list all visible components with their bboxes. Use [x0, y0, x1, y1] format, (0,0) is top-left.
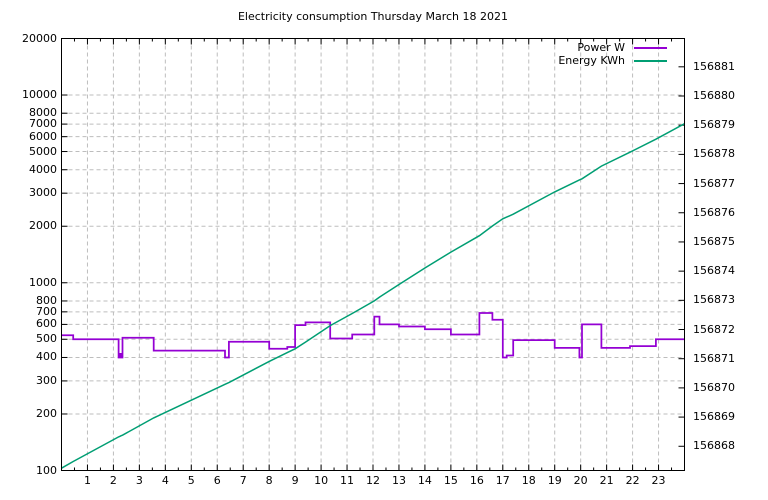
y2-tick-label: 156877	[693, 176, 735, 190]
y1-tick-label: 600	[36, 317, 57, 331]
y1-tick-label: 7000	[29, 117, 57, 131]
x-tick-label: 9	[291, 474, 299, 487]
x-tick-label: 15	[443, 474, 458, 487]
plot-border	[61, 38, 685, 471]
x-tick-label: 23	[651, 474, 666, 487]
x-tick-label: 19	[547, 474, 562, 487]
y1-tick-label: 5000	[29, 144, 57, 158]
x-tick-label: 12	[366, 474, 380, 487]
y1-tick-label: 400	[36, 350, 57, 364]
x-tick-label: 8	[265, 474, 273, 487]
y2-tick-label: 156880	[693, 89, 735, 102]
y1-tick-label: 6000	[29, 129, 57, 143]
x-tick-label: 5	[187, 474, 195, 487]
x-tick-label: 20	[573, 474, 588, 487]
x-tick-label: 17	[495, 474, 510, 487]
legend-row: Power W	[558, 41, 667, 54]
energy-series-line	[61, 123, 685, 469]
x-tick-label: 7	[239, 474, 247, 487]
y1-tick-label: 1000	[29, 275, 57, 289]
y2-tick-label: 156869	[693, 410, 735, 424]
y2-tick-label: 156878	[693, 147, 735, 161]
y1-tick-label: 700	[36, 304, 57, 318]
y2-tick-label: 156874	[693, 264, 735, 278]
x-tick-label: 21	[599, 474, 614, 487]
y1-tick-label: 20000	[22, 31, 57, 45]
x-tick-label: 2	[109, 474, 117, 487]
y2-tick-label: 156875	[693, 234, 735, 248]
y1-tick-label: 200	[36, 406, 57, 420]
legend: Power W Energy KWh	[558, 41, 667, 67]
y2-tick-label: 156873	[693, 293, 735, 307]
x-tick-label: 11	[340, 474, 355, 487]
x-tick-label: 13	[391, 474, 406, 487]
y2-tick-label: 156872	[693, 322, 735, 336]
x-tick-label: 14	[417, 474, 432, 487]
x-tick-label: 18	[521, 474, 536, 487]
x-tick-label: 4	[161, 474, 169, 487]
y1-tick-label: 100	[36, 463, 57, 477]
x-tick-label: 1	[83, 474, 91, 487]
y1-tick-label: 2000	[29, 219, 57, 233]
legend-label: Energy KWh	[558, 54, 625, 67]
legend-label: Power W	[577, 41, 625, 54]
y1-tick-label: 3000	[29, 186, 57, 200]
y1-tick-label: 10000	[22, 88, 57, 102]
x-tick-label: 16	[469, 474, 484, 487]
legend-line-sample	[634, 46, 667, 49]
y1-tick-label: 500	[36, 332, 57, 346]
y1-tick-label: 800	[36, 293, 57, 307]
y2-tick-label: 156871	[693, 351, 735, 365]
legend-row: Energy KWh	[558, 54, 667, 67]
y1-tick-label: 4000	[29, 162, 57, 176]
y1-tick-label: 8000	[29, 106, 57, 120]
y2-tick-label: 156870	[693, 380, 735, 394]
y2-tick-label: 156879	[693, 118, 735, 132]
y1-tick-label: 300	[36, 373, 57, 387]
x-tick-label: 10	[314, 474, 329, 487]
y2-tick-label: 156868	[693, 439, 735, 453]
chart-title: Electricity consumption Thursday March 1…	[237, 10, 508, 23]
y2-tick-label: 156881	[693, 59, 735, 73]
x-tick-label: 6	[213, 474, 221, 487]
legend-line-sample	[634, 59, 667, 62]
x-tick-label: 3	[135, 474, 143, 487]
y2-tick-label: 156876	[693, 205, 735, 219]
x-tick-label: 22	[625, 474, 640, 487]
power-series-line	[61, 312, 685, 359]
